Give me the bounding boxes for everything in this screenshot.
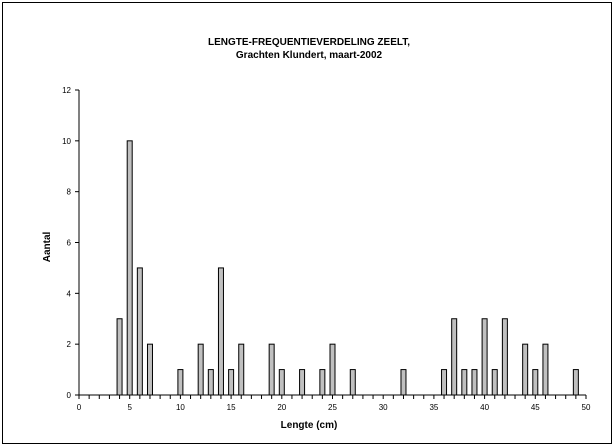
x-tick-label: 20 <box>277 403 286 412</box>
bar-1 <box>126 140 133 396</box>
bar-7 <box>217 267 224 396</box>
chart-title-line-2: Grachten Klundert, maart-2002 <box>236 50 383 61</box>
y-tick-label: 4 <box>67 289 72 298</box>
bar-9 <box>238 343 245 396</box>
bar-24 <box>522 343 529 396</box>
y-tick-label: 8 <box>67 188 72 197</box>
chart-frame: LENGTE-FREQUENTIEVERDELING ZEELT, Gracht… <box>2 2 612 444</box>
x-tick-label: 30 <box>379 403 388 412</box>
bar-19 <box>461 369 468 396</box>
y-tick-label: 2 <box>67 340 72 349</box>
bar-11 <box>278 369 285 396</box>
chart-canvas: LENGTE-FREQUENTIEVERDELING ZEELT, Gracht… <box>42 37 591 431</box>
bar-25 <box>532 369 539 396</box>
bar-8 <box>228 369 235 396</box>
bar-0 <box>116 318 123 396</box>
x-axis-title: Lengte (cm) <box>281 420 338 431</box>
y-tick-label: 12 <box>62 86 71 95</box>
bar-13 <box>319 369 326 396</box>
y-axis-title: Aantal <box>42 231 53 262</box>
y-tick-label: 0 <box>67 391 72 400</box>
x-tick-label: 15 <box>227 403 236 412</box>
bar-18 <box>451 318 458 396</box>
x-tick-label: 40 <box>480 403 489 412</box>
bar-5 <box>197 343 204 396</box>
x-tick-label: 10 <box>176 403 185 412</box>
bar-14 <box>329 343 336 396</box>
bar-3 <box>146 343 153 396</box>
bar-26 <box>542 343 549 396</box>
chart-title-line-1: LENGTE-FREQUENTIEVERDELING ZEELT, <box>208 37 410 48</box>
bars-group <box>116 140 579 396</box>
bar-12 <box>299 369 306 396</box>
x-tick-label: 45 <box>531 403 540 412</box>
bar-10 <box>268 343 275 396</box>
x-tick-label: 0 <box>77 403 82 412</box>
bar-23 <box>501 318 508 396</box>
bar-6 <box>207 369 214 396</box>
bar-27 <box>572 369 579 396</box>
bar-15 <box>349 369 356 396</box>
y-tick-label: 6 <box>67 239 72 248</box>
bar-2 <box>136 267 143 396</box>
x-tick-label: 35 <box>429 403 438 412</box>
bar-17 <box>441 369 448 396</box>
bar-22 <box>491 369 498 396</box>
bar-16 <box>400 369 407 396</box>
x-tick-label: 25 <box>328 403 337 412</box>
axes-group: 0 5 10 15 20 25 30 35 40 45 50 0 2 4 6 8 10 12 <box>62 86 591 412</box>
x-tick-label: 5 <box>127 403 132 412</box>
y-tick-label: 10 <box>62 137 71 146</box>
bar-20 <box>471 369 478 396</box>
x-tick-label: 50 <box>582 403 591 412</box>
bar-21 <box>481 318 488 396</box>
bar-4 <box>177 369 184 396</box>
